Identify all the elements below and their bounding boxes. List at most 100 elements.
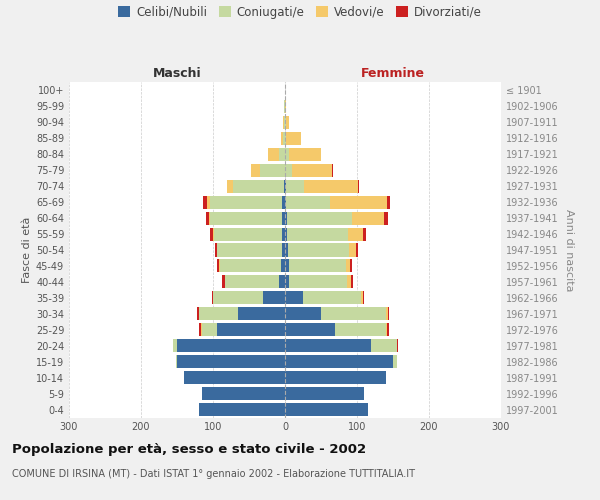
Bar bbox=[285, 308, 389, 320]
Y-axis label: Anni di nascita: Anni di nascita bbox=[564, 208, 574, 291]
Bar bbox=[251, 164, 285, 177]
Bar bbox=[176, 355, 285, 368]
Bar bbox=[285, 164, 292, 177]
Bar bbox=[238, 308, 285, 320]
Bar bbox=[202, 387, 285, 400]
Bar bbox=[285, 323, 335, 336]
Bar bbox=[279, 276, 285, 288]
Bar bbox=[285, 276, 347, 288]
Bar bbox=[184, 371, 285, 384]
Bar bbox=[214, 228, 285, 240]
Bar bbox=[177, 355, 285, 368]
Bar bbox=[184, 371, 285, 384]
Bar bbox=[268, 148, 285, 161]
Bar bbox=[285, 403, 368, 416]
Bar bbox=[285, 132, 301, 145]
Bar bbox=[285, 228, 287, 240]
Bar bbox=[251, 164, 285, 177]
Bar bbox=[285, 403, 368, 416]
Bar bbox=[285, 228, 349, 240]
Bar bbox=[285, 196, 286, 208]
Bar bbox=[285, 323, 387, 336]
Bar bbox=[285, 339, 397, 352]
Bar bbox=[199, 323, 285, 336]
Bar bbox=[217, 260, 285, 272]
Bar bbox=[184, 371, 285, 384]
Bar bbox=[283, 132, 285, 145]
Bar bbox=[206, 212, 285, 224]
Bar bbox=[224, 276, 285, 288]
Bar bbox=[213, 228, 285, 240]
Bar bbox=[199, 308, 285, 320]
Bar bbox=[285, 292, 303, 304]
Bar bbox=[285, 371, 386, 384]
Bar bbox=[285, 164, 332, 177]
Bar bbox=[285, 180, 304, 192]
Bar bbox=[285, 212, 352, 224]
Bar bbox=[285, 148, 321, 161]
Bar bbox=[285, 116, 286, 129]
Bar bbox=[209, 212, 285, 224]
Bar bbox=[285, 180, 286, 192]
Bar bbox=[197, 308, 285, 320]
Bar bbox=[285, 339, 398, 352]
Bar bbox=[285, 132, 286, 145]
Bar bbox=[285, 116, 289, 129]
Bar bbox=[223, 276, 285, 288]
Bar bbox=[210, 228, 285, 240]
Bar bbox=[206, 196, 285, 208]
Bar bbox=[282, 212, 285, 224]
Bar bbox=[281, 132, 285, 145]
Bar bbox=[285, 260, 346, 272]
Bar bbox=[285, 323, 386, 336]
Bar bbox=[285, 403, 368, 416]
Bar bbox=[285, 403, 368, 416]
Bar bbox=[285, 132, 301, 145]
Bar bbox=[285, 387, 364, 400]
Bar bbox=[281, 132, 285, 145]
Bar bbox=[282, 196, 285, 208]
Bar bbox=[285, 276, 289, 288]
Bar bbox=[284, 100, 285, 113]
Bar bbox=[284, 100, 285, 113]
Bar bbox=[199, 403, 285, 416]
Bar bbox=[285, 244, 358, 256]
Bar bbox=[285, 371, 386, 384]
Bar bbox=[173, 339, 285, 352]
Bar bbox=[285, 148, 321, 161]
Bar bbox=[285, 339, 371, 352]
Bar bbox=[176, 355, 285, 368]
Bar bbox=[282, 244, 285, 256]
Bar bbox=[279, 148, 285, 161]
Bar bbox=[285, 308, 386, 320]
Bar bbox=[285, 196, 387, 208]
Bar bbox=[285, 387, 364, 400]
Bar bbox=[202, 323, 285, 336]
Bar bbox=[210, 212, 285, 224]
Bar bbox=[285, 228, 363, 240]
Bar bbox=[284, 100, 285, 113]
Bar bbox=[285, 228, 365, 240]
Bar bbox=[202, 387, 285, 400]
Bar bbox=[285, 308, 388, 320]
Bar bbox=[284, 116, 285, 129]
Bar bbox=[282, 228, 285, 240]
Bar bbox=[217, 323, 285, 336]
Bar bbox=[260, 164, 285, 177]
Bar bbox=[263, 292, 285, 304]
Bar bbox=[285, 355, 393, 368]
Text: Femmine: Femmine bbox=[361, 67, 425, 80]
Bar bbox=[268, 148, 285, 161]
Bar bbox=[285, 276, 350, 288]
Bar bbox=[283, 116, 285, 129]
Bar bbox=[285, 355, 397, 368]
Bar bbox=[199, 403, 285, 416]
Bar bbox=[212, 292, 285, 304]
Text: COMUNE DI IRSINA (MT) - Dati ISTAT 1° gennaio 2002 - Elaborazione TUTTITALIA.IT: COMUNE DI IRSINA (MT) - Dati ISTAT 1° ge… bbox=[12, 469, 415, 479]
Bar bbox=[217, 244, 285, 256]
Text: Maschi: Maschi bbox=[152, 67, 202, 80]
Bar bbox=[285, 276, 353, 288]
Bar bbox=[213, 292, 285, 304]
Bar bbox=[285, 355, 397, 368]
Bar bbox=[201, 323, 285, 336]
